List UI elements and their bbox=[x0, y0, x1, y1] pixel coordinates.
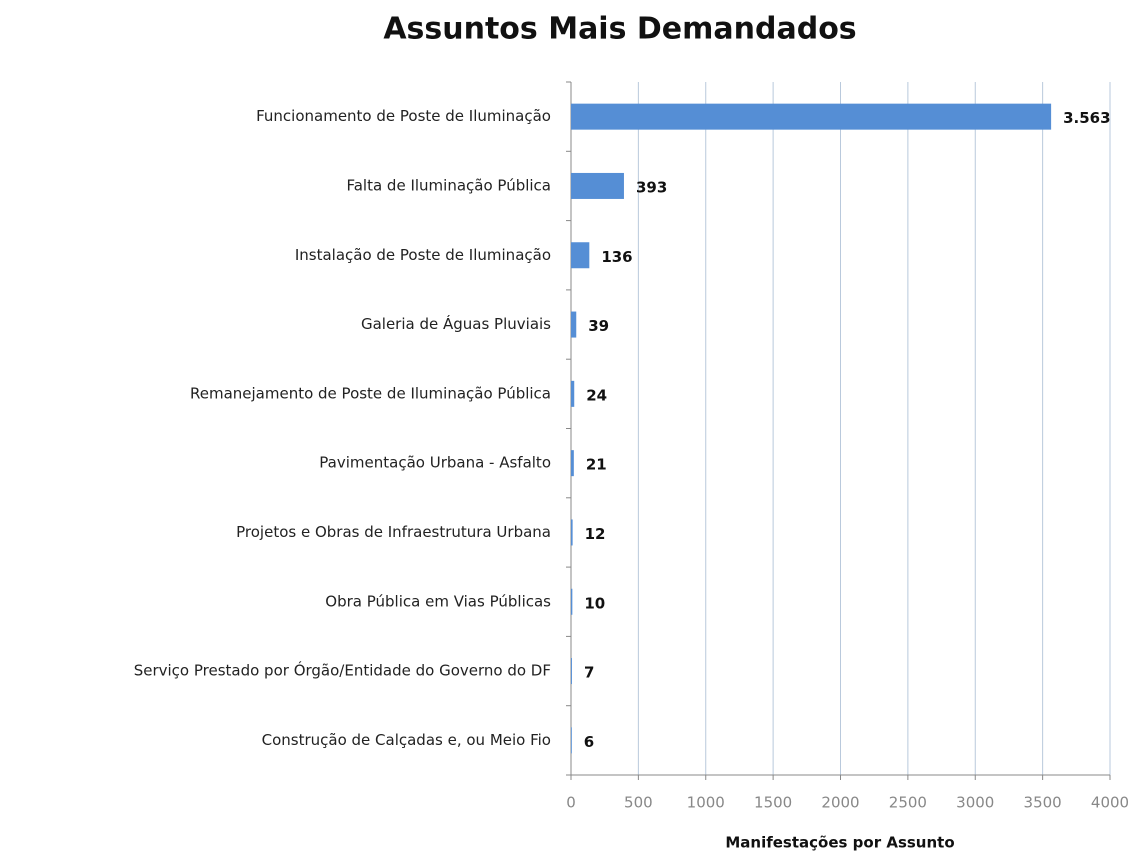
y-tick-label: Serviço Prestado por Órgão/Entidade do G… bbox=[134, 661, 551, 680]
bar bbox=[571, 588, 573, 615]
value-label: 136 bbox=[601, 248, 632, 266]
bar bbox=[571, 103, 1052, 130]
bar bbox=[571, 172, 624, 199]
x-axis-title: Manifestações por Assunto bbox=[725, 834, 954, 852]
x-tick-label: 3000 bbox=[956, 794, 994, 812]
y-tick-label: Remanejamento de Poste de Iluminação Púb… bbox=[190, 384, 551, 402]
y-tick-label: Obra Pública em Vias Públicas bbox=[325, 592, 551, 610]
chart-title: Assuntos Mais Demandados bbox=[383, 12, 856, 47]
value-label: 21 bbox=[586, 456, 607, 474]
bar bbox=[571, 450, 574, 477]
value-label: 39 bbox=[588, 317, 609, 335]
value-label: 12 bbox=[585, 525, 606, 543]
y-tick-label: Projetos e Obras de Infraestrutura Urban… bbox=[236, 523, 551, 541]
x-tick-label: 4000 bbox=[1091, 794, 1129, 812]
value-label: 6 bbox=[584, 733, 594, 751]
bar bbox=[571, 727, 572, 754]
value-label: 3.563 bbox=[1063, 109, 1110, 127]
value-label: 24 bbox=[586, 386, 607, 404]
y-tick-label: Galeria de Águas Pluviais bbox=[361, 314, 551, 333]
bar bbox=[571, 311, 577, 338]
x-tick-label: 2000 bbox=[821, 794, 859, 812]
y-tick-label: Construção de Calçadas e, ou Meio Fio bbox=[262, 731, 551, 749]
x-tick-label: 3500 bbox=[1024, 794, 1062, 812]
x-tick-label: 1000 bbox=[687, 794, 725, 812]
y-tick-label: Instalação de Poste de Iluminação bbox=[295, 246, 551, 264]
bar bbox=[571, 519, 573, 546]
y-tick-label: Pavimentação Urbana - Asfalto bbox=[319, 454, 551, 472]
y-tick-label: Falta de Iluminação Pública bbox=[346, 176, 551, 194]
bar bbox=[571, 658, 572, 685]
bar bbox=[571, 380, 575, 407]
x-tick-label: 0 bbox=[566, 794, 576, 812]
x-tick-label: 2500 bbox=[889, 794, 927, 812]
value-label: 10 bbox=[584, 594, 605, 612]
bar bbox=[571, 242, 590, 269]
x-tick-label: 1500 bbox=[754, 794, 792, 812]
y-tick-label: Funcionamento de Poste de Iluminação bbox=[256, 107, 551, 125]
value-label: 393 bbox=[636, 178, 667, 196]
x-tick-label: 500 bbox=[624, 794, 653, 812]
value-label: 7 bbox=[584, 664, 594, 682]
